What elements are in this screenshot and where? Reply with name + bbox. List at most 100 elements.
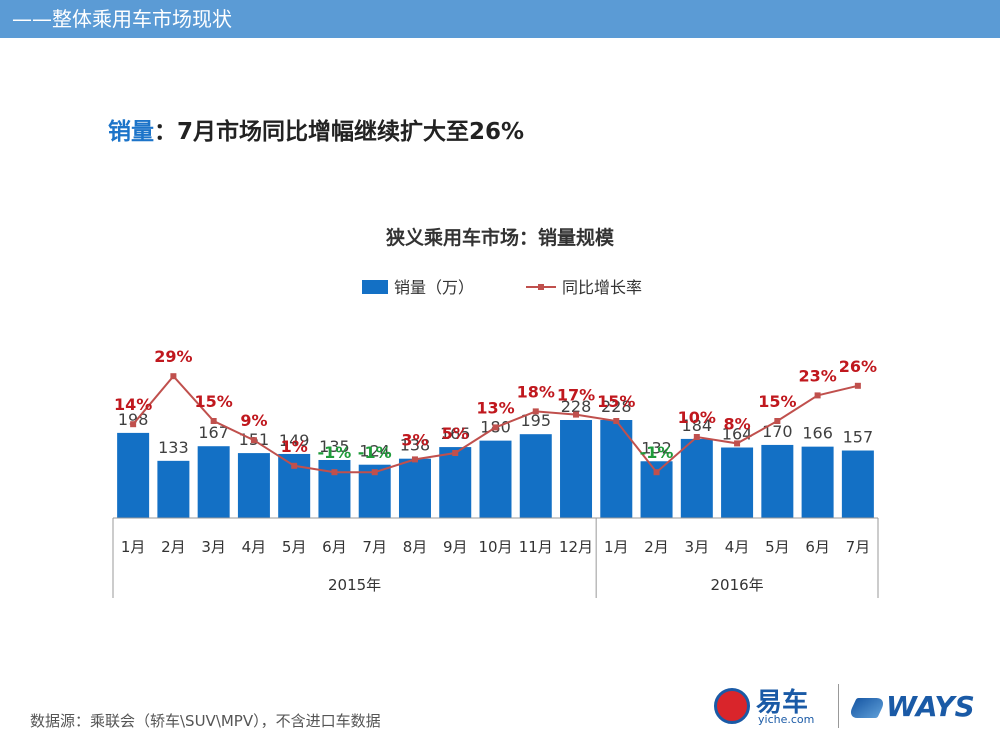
x-tick-label: 10月 [478, 538, 512, 556]
logo-divider [838, 684, 839, 728]
bar-value-label: 149 [279, 431, 310, 450]
headline-text: 7月市场同比增幅继续扩大至26% [177, 119, 525, 145]
growth-value-label: 3% [401, 430, 428, 449]
growth-point [291, 462, 298, 469]
year-group-label: 2015年 [328, 576, 381, 594]
growth-value-label: -1% [640, 443, 674, 462]
growth-point [331, 469, 338, 476]
growth-value-label: 9% [240, 411, 267, 430]
x-tick-label: 4月 [725, 538, 750, 556]
yiche-logo-text: 易车 [756, 688, 809, 718]
x-tick-label: 2月 [161, 538, 186, 556]
growth-point [130, 421, 137, 428]
x-tick-label: 5月 [282, 538, 307, 556]
bar [560, 420, 593, 518]
growth-point [411, 456, 418, 463]
ways-logo: WAYS [847, 690, 975, 723]
growth-value-label: 26% [839, 357, 877, 376]
bar [761, 444, 794, 518]
x-tick-label: 12月 [559, 538, 593, 556]
growth-value-label: 15% [195, 392, 233, 411]
growth-point [693, 434, 700, 440]
ways-logo-text: WAYS [886, 690, 975, 723]
bar-value-label: 132 [641, 438, 672, 457]
page-title: ——整体乘用车市场现状 [12, 7, 232, 31]
bar-value-label: 228 [601, 397, 632, 416]
bar [479, 440, 512, 518]
x-tick-label: 6月 [322, 538, 347, 556]
growth-value-label: 8% [723, 414, 750, 433]
bar [318, 459, 351, 518]
growth-point [170, 373, 177, 380]
bar-value-label: 138 [400, 436, 431, 455]
yiche-emblem-icon [714, 688, 750, 724]
ways-wing-icon [847, 698, 887, 718]
bar-value-label: 165 [440, 424, 471, 443]
bar-value-label: 135 [319, 437, 350, 456]
yiche-logo: 易车 yiche.com [710, 682, 830, 730]
legend-line-marker [538, 284, 544, 290]
header-bar: ——整体乘用车市场现状 [0, 0, 1000, 38]
bar-value-label: 124 [359, 442, 390, 461]
yiche-logo-subtext: yiche.com [758, 713, 815, 726]
growth-value-label: 5% [442, 424, 469, 443]
growth-point [774, 418, 781, 424]
growth-point [814, 392, 821, 399]
bar [841, 450, 874, 518]
bar-value-label: 133 [158, 438, 189, 457]
growth-value-label: 14% [114, 395, 152, 414]
bar-value-label: 184 [682, 416, 713, 435]
bar [197, 446, 230, 518]
growth-point [613, 418, 620, 424]
bar [157, 460, 190, 518]
x-tick-label: 3月 [685, 538, 710, 556]
x-tick-label: 5月 [765, 538, 790, 556]
bar-value-label: 166 [802, 424, 833, 443]
growth-value-label: 1% [281, 437, 308, 456]
growth-value-label: -1% [318, 443, 352, 462]
bar [398, 458, 431, 518]
growth-value-label: 13% [476, 398, 514, 417]
bar-value-label: 157 [843, 428, 874, 447]
growth-value-label: 17% [557, 386, 595, 405]
growth-point [653, 469, 660, 476]
bar [519, 434, 552, 518]
x-tick-label: 1月 [121, 538, 146, 556]
bar [237, 453, 270, 518]
chart-title: 狭义乘用车市场：销量规模 [385, 226, 615, 249]
x-tick-label: 2月 [644, 538, 669, 556]
growth-value-label: -1% [358, 443, 392, 462]
bar [801, 446, 834, 518]
growth-point [573, 411, 580, 418]
headline-separator: ： [154, 119, 177, 145]
footer-note: 数据源：乘联会（轿车\SUV\MPV），不含进口车数据 [30, 712, 381, 730]
x-tick-label: 4月 [242, 538, 267, 556]
growth-point [210, 418, 217, 424]
x-tick-label: 6月 [805, 538, 830, 556]
growth-value-label: 29% [154, 347, 192, 366]
growth-point [371, 469, 378, 476]
bar [439, 447, 472, 518]
bar [600, 420, 633, 518]
growth-point [250, 437, 257, 444]
bar-value-label: 170 [762, 422, 793, 441]
bar-value-label: 195 [520, 411, 551, 430]
headline-key: 销量 [108, 119, 154, 145]
legend-line-label: 同比增长率 [562, 278, 642, 297]
growth-point [452, 450, 459, 456]
bar [117, 432, 150, 518]
headline: 销量：7月市场同比增幅继续扩大至26% [108, 112, 524, 146]
year-group-label: 2016年 [710, 576, 763, 594]
x-tick-label: 8月 [403, 538, 428, 556]
bar-value-label: 167 [198, 423, 229, 442]
legend-bar-swatch [362, 280, 388, 294]
x-tick-label: 9月 [443, 538, 468, 556]
bar [721, 447, 754, 518]
legend-bar-label: 销量（万） [394, 278, 474, 297]
bar-value-label: 228 [561, 397, 592, 416]
x-tick-label: 7月 [362, 538, 387, 556]
growth-value-label: 10% [678, 408, 716, 427]
growth-value-label: 15% [758, 392, 796, 411]
growth-point [854, 382, 861, 389]
